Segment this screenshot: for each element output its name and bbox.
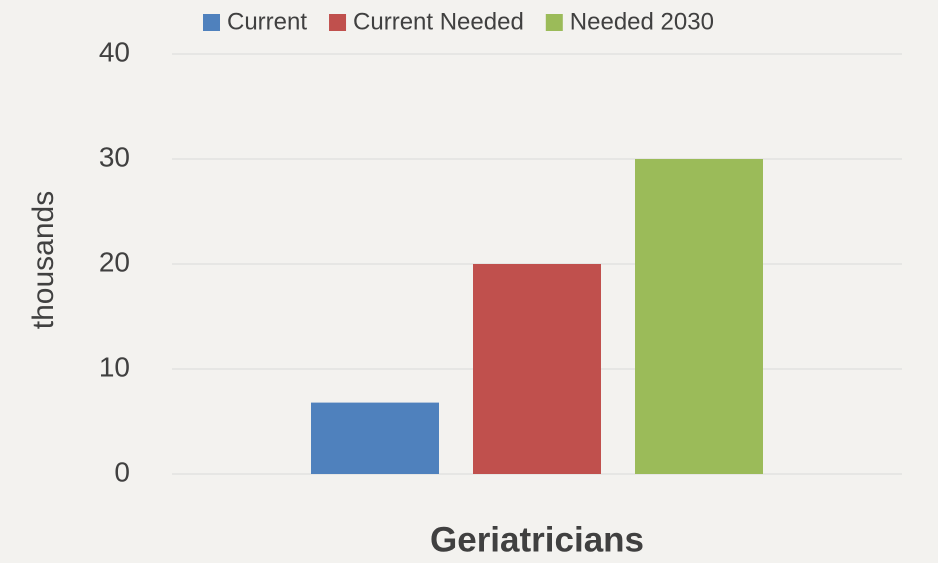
legend-label: Needed 2030 [570, 8, 714, 35]
bar [311, 402, 439, 474]
legend-swatch [203, 14, 220, 31]
x-tick-label: Geriatricians [430, 520, 644, 559]
legend-swatch [545, 14, 563, 31]
bar [635, 159, 763, 474]
legend-label: Current [227, 8, 307, 35]
legend-swatch [329, 14, 347, 31]
y-tick-label: 0 [114, 456, 130, 487]
y-tick-label: 10 [99, 351, 130, 382]
legend-label: Current Needed [353, 8, 524, 35]
y-axis-title: thousands [27, 191, 60, 329]
y-tick-label: 30 [99, 141, 130, 172]
bar [473, 264, 601, 474]
y-tick-label: 40 [99, 36, 130, 67]
y-tick-label: 20 [99, 246, 130, 277]
